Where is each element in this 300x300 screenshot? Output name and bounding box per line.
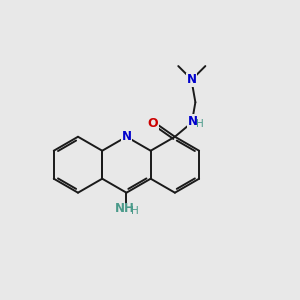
Text: N: N	[188, 115, 197, 128]
Text: H: H	[196, 119, 204, 129]
Text: NH: NH	[115, 202, 135, 215]
Text: H: H	[131, 206, 139, 216]
Text: O: O	[148, 117, 158, 130]
Text: N: N	[122, 130, 131, 143]
Text: N: N	[187, 73, 197, 86]
